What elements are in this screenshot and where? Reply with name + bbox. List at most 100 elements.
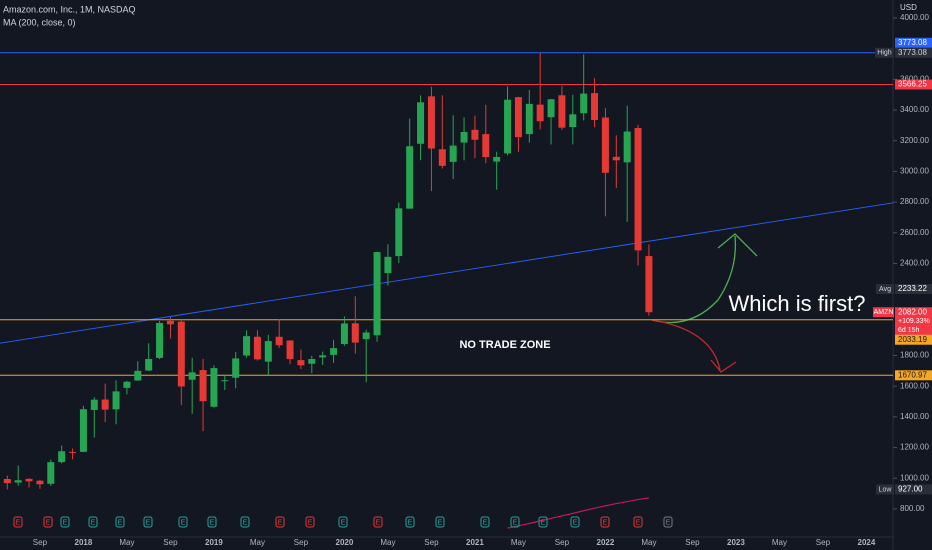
candle-body [14, 480, 22, 483]
earnings-label: E [210, 519, 215, 526]
earnings-badge [480, 516, 490, 528]
candle-body [417, 102, 425, 144]
candle-body [438, 149, 446, 166]
candle-body [493, 156, 501, 162]
earnings-badge [143, 516, 153, 528]
candle-body [525, 103, 533, 135]
candle-body [536, 104, 544, 122]
arrow-down [651, 319, 721, 371]
candle-body [514, 97, 522, 138]
y-tick-label: 3400.00 [900, 105, 929, 114]
earnings-badge [115, 516, 125, 528]
earnings-badge [240, 516, 250, 528]
candle-body [145, 359, 153, 371]
candle-body [558, 95, 566, 128]
x-tick-label: Sep [685, 538, 700, 547]
candle-body [166, 320, 174, 325]
candle-body [384, 256, 392, 274]
arrow-head [717, 233, 758, 257]
x-tick-label: Sep [294, 538, 309, 547]
y-tick-label: 2800.00 [900, 197, 929, 206]
price-tag-label: Avg [879, 286, 891, 293]
candle-body [156, 322, 164, 358]
x-tick-label: 2019 [205, 538, 223, 547]
price-box [895, 334, 932, 345]
candle-body [243, 336, 251, 356]
candle-body [25, 478, 33, 482]
candle-body [275, 336, 283, 346]
candle-body [112, 391, 120, 410]
candle-body [47, 462, 55, 484]
price-label: 1670.97 [898, 370, 927, 379]
annotation: Which is first? [729, 291, 866, 316]
candle-body [232, 358, 240, 378]
price-tag [875, 47, 894, 58]
earnings-badge [435, 516, 445, 528]
y-tick-label: 2400.00 [900, 259, 929, 268]
x-tick-label: Sep [555, 538, 570, 547]
price-box [895, 47, 932, 58]
price-tag [876, 284, 894, 295]
earnings-label: E [63, 519, 68, 526]
countdown: 6d 15h [898, 327, 920, 334]
earnings-badge [178, 516, 188, 528]
candle-body [3, 479, 11, 484]
price-box [895, 79, 932, 90]
price-label: 2082.00 [898, 307, 927, 316]
y-tick-label: 800.00 [900, 504, 925, 513]
candle-body [253, 336, 261, 360]
candle-body [308, 359, 316, 364]
earnings-label: E [181, 519, 186, 526]
candle-body [58, 451, 66, 463]
earnings-badge [305, 516, 315, 528]
candle-body [471, 129, 479, 140]
price-label: 3773.08 [898, 38, 927, 47]
candle-body [504, 99, 512, 154]
earnings-badge [663, 516, 673, 528]
earnings-badge [338, 516, 348, 528]
earnings-badge [275, 516, 285, 528]
earnings-badge [13, 516, 23, 528]
price-label: 3773.08 [898, 48, 927, 57]
earnings-label: E [541, 519, 546, 526]
earnings-label: E [341, 519, 346, 526]
candle-body [177, 321, 185, 387]
x-tick-label: Sep [424, 538, 439, 547]
y-tick-label: 3000.00 [900, 166, 929, 175]
indicator-legend: MA (200, close, 0) [3, 17, 76, 27]
earnings-label: E [636, 519, 641, 526]
x-tick-label: May [511, 538, 526, 547]
y-tick-label: 1400.00 [900, 412, 929, 421]
candle-body [90, 399, 98, 410]
candle-body [79, 409, 87, 452]
candle-body [330, 348, 338, 355]
candle-body [134, 370, 142, 381]
candle-body [482, 134, 490, 158]
price-label: 927.00 [898, 485, 923, 494]
earnings-label: E [118, 519, 123, 526]
candle-body [101, 399, 109, 410]
arrow-head [710, 359, 737, 373]
earnings-label: E [603, 519, 608, 526]
x-tick-label: 2023 [727, 538, 745, 547]
candle-body [623, 131, 631, 163]
candle-body [199, 370, 207, 402]
x-tick-label: May [380, 538, 395, 547]
x-tick-label: 2021 [466, 538, 484, 547]
earnings-label: E [308, 519, 313, 526]
candle-body [395, 208, 403, 257]
earnings-label: E [243, 519, 248, 526]
candle-body [319, 355, 327, 358]
candle-body [297, 360, 305, 366]
candle-body [569, 114, 577, 128]
candle-body [580, 93, 588, 114]
earnings-badge [633, 516, 643, 528]
earnings-label: E [46, 519, 51, 526]
earnings-badge [600, 516, 610, 528]
x-tick-label: 2018 [75, 538, 93, 547]
candle-body [449, 145, 457, 162]
earnings-label: E [438, 519, 443, 526]
earnings-badge [207, 516, 217, 528]
y-tick-label: 1200.00 [900, 443, 929, 452]
